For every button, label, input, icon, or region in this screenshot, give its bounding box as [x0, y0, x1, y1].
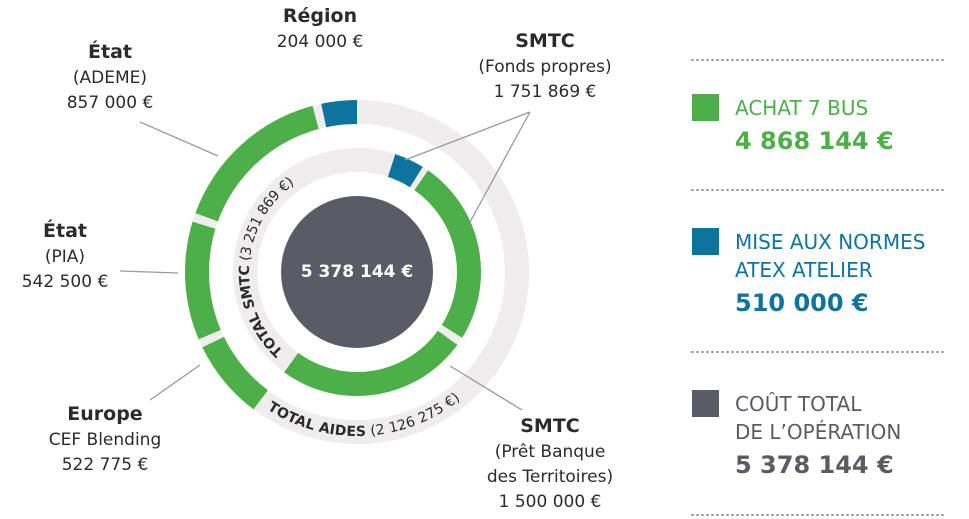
- legend-label: ATEX ATELIER: [735, 258, 873, 282]
- leader: [119, 270, 179, 274]
- legend-amount: 510 000 €: [735, 289, 869, 317]
- segment-detail: des Territoires): [487, 467, 613, 487]
- segment-name: Région: [283, 5, 357, 27]
- leader: [404, 111, 531, 161]
- leader: [469, 111, 531, 223]
- labels: Région 204 000 € État (ADEME) 857 000 € État (…: [22, 5, 613, 512]
- segment-detail: (Prêt Banque: [495, 442, 606, 462]
- legend: ACHAT 7 BUS 4 868 144 € MISE AUX NORMES ATE…: [691, 59, 946, 516]
- segment-amount: 204 000 €: [277, 32, 364, 52]
- legend-swatch: [692, 390, 719, 417]
- segment-name: État: [43, 219, 87, 242]
- segment-amount: 522 775 €: [62, 455, 149, 475]
- total-aides: TOTAL AIDES (2 126 275 €): [265, 390, 463, 440]
- legend-amount: 4 868 144 €: [735, 127, 894, 155]
- legend-amount: 5 378 144 €: [735, 451, 894, 479]
- segment-amount: 542 500 €: [22, 272, 109, 292]
- segment-europe: [202, 336, 269, 410]
- segment-etat-ademe: [195, 105, 319, 222]
- legend-label: COÛT TOTAL: [735, 392, 862, 416]
- segment-name: État: [88, 40, 132, 63]
- segment-detail: (ADEME): [73, 68, 147, 88]
- leader: [139, 121, 219, 157]
- segment-amount: 1 500 000 €: [499, 492, 602, 512]
- total-aides-label: TOTAL AIDES: [265, 399, 366, 440]
- legend-swatch: [692, 228, 719, 255]
- segment-name: SMTC: [520, 415, 580, 437]
- segment-amount: 857 000 €: [67, 93, 154, 113]
- center-total: 5 378 144 €: [301, 262, 413, 282]
- leaders: [119, 111, 531, 411]
- segment-smtc-fonds-blue: [387, 154, 423, 188]
- segment-detail: (PIA): [45, 247, 85, 267]
- rings: [185, 100, 529, 444]
- leader: [149, 364, 201, 401]
- segment-name: Europe: [67, 403, 142, 425]
- segment-etat-pia: [185, 221, 221, 340]
- legend-label: DE L’OPÉRATION: [735, 420, 901, 444]
- segment-detail: CEF Blending: [49, 430, 162, 450]
- segment-smtc-pret: [284, 330, 458, 396]
- segment-region: [321, 100, 358, 128]
- segment-name: SMTC: [515, 30, 575, 52]
- segment-detail: (Fonds propres): [478, 57, 611, 77]
- legend-swatch: [692, 94, 719, 121]
- legend-label: MISE AUX NORMES: [735, 230, 925, 254]
- leader: [449, 365, 523, 411]
- legend-label: ACHAT 7 BUS: [735, 96, 868, 120]
- segment-amount: 1 751 869 €: [494, 82, 597, 102]
- segment-smtc-fonds: [414, 170, 481, 338]
- center-disc: [281, 196, 433, 348]
